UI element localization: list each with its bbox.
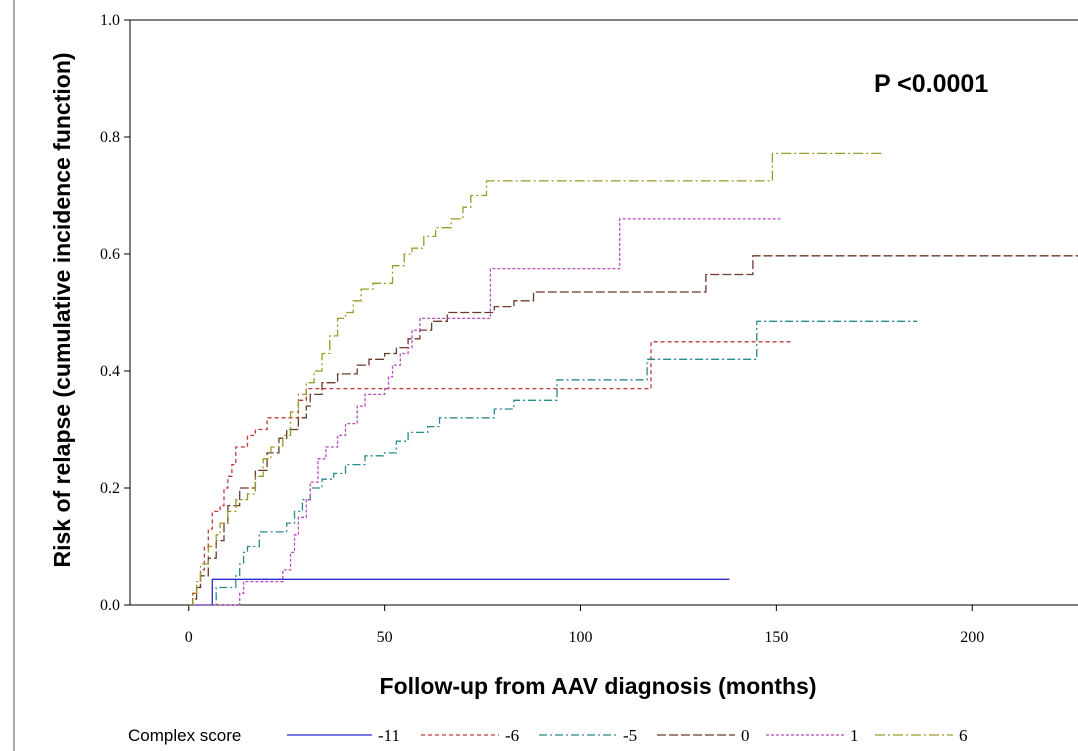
- series-line-6: [188, 152, 883, 606]
- legend-label: 1: [850, 726, 859, 745]
- series-line-1: [188, 218, 781, 606]
- x-tick-label: 150: [764, 629, 788, 646]
- y-tick-label: 0.2: [100, 480, 120, 497]
- axis-ticks: 0.0 0.2 0.4 0.6 0.8 1.0 0 50 100 150 200: [100, 12, 984, 646]
- plot-frame: [13, 0, 1078, 751]
- legend-title: Complex score: [128, 726, 241, 745]
- y-tick-label: 0.0: [100, 597, 120, 614]
- p-value-annotation: P <0.0001: [874, 70, 988, 98]
- y-tick-label: 0.8: [100, 129, 120, 146]
- series-line-minus5: [188, 320, 918, 606]
- x-tick-label: 50: [377, 629, 393, 646]
- legend-label: -5: [623, 726, 637, 745]
- legend-label: 6: [959, 726, 968, 745]
- y-tick-label: 1.0: [100, 12, 120, 29]
- y-axis-title: Risk of relapse (cumulative incidence fu…: [49, 52, 75, 567]
- legend-label: -11: [378, 726, 400, 745]
- x-tick-label: 0: [185, 629, 193, 646]
- legend-label: 0: [741, 726, 750, 745]
- series-line-minus6: [188, 341, 792, 606]
- x-tick-label: 200: [960, 629, 984, 646]
- x-tick-label: 100: [568, 629, 592, 646]
- legend: Complex score -11 -6 -5 0 1 6: [128, 726, 968, 745]
- x-axis-title: Follow-up from AAV diagnosis (months): [380, 673, 817, 699]
- legend-label: -6: [505, 726, 519, 745]
- series-line-0: [188, 255, 1078, 606]
- series-line-minus11: [188, 578, 730, 606]
- y-tick-label: 0.4: [100, 363, 120, 380]
- y-tick-label: 0.6: [100, 246, 120, 263]
- series-lines: [188, 152, 1078, 606]
